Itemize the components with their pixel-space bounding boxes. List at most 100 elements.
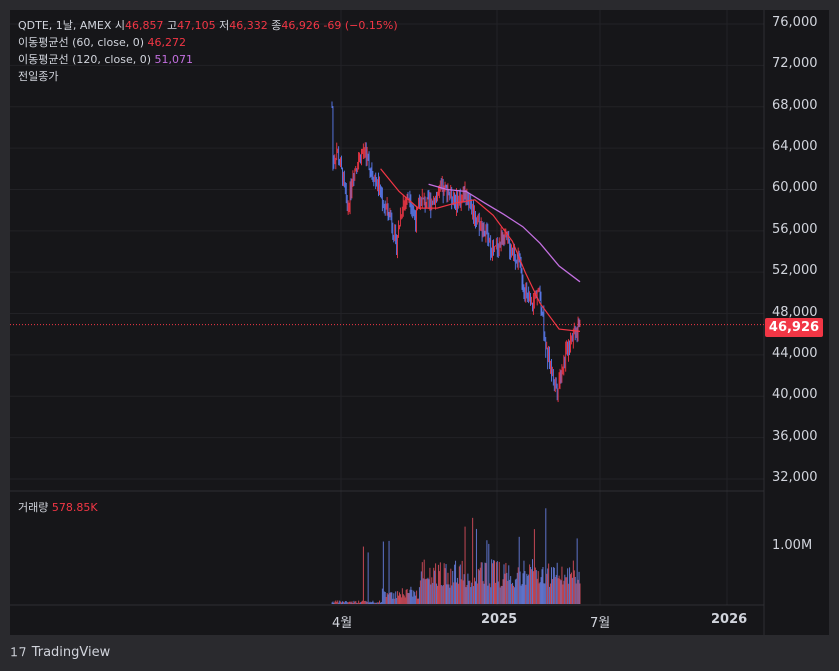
volume-bar xyxy=(552,567,554,604)
open-value: 46,857 xyxy=(125,19,164,32)
candle-series xyxy=(331,101,581,403)
volume-bar xyxy=(399,594,401,604)
y-tick: 56,000 xyxy=(772,221,818,237)
tradingview-logo[interactable]: 𝟷𝟽 TradingView xyxy=(10,645,110,660)
chart-frame xyxy=(10,10,829,635)
volume-bar xyxy=(570,574,571,604)
volume-bar xyxy=(463,574,465,604)
volume-bar xyxy=(498,561,500,604)
volume-bar xyxy=(454,564,456,604)
volume-bar xyxy=(539,582,541,604)
volume-bar xyxy=(368,602,370,604)
volume-bar xyxy=(374,602,376,604)
grid-lines xyxy=(10,10,764,605)
prev-close-legend[interactable]: 전일종가 xyxy=(18,69,58,85)
volume-bar xyxy=(481,562,483,604)
volume-bar xyxy=(548,563,550,604)
volume-bar xyxy=(410,586,412,604)
volume-bar xyxy=(436,583,438,604)
volume-bar xyxy=(466,585,468,604)
volume-bar xyxy=(418,587,420,604)
volume-bar xyxy=(488,543,490,604)
volume-bar xyxy=(505,562,507,604)
volume-bar xyxy=(516,572,518,604)
volume-bar xyxy=(459,564,461,604)
volume-bar xyxy=(383,591,385,604)
y-tick: 40,000 xyxy=(772,387,818,403)
volume-bar xyxy=(482,581,484,604)
volume-bar xyxy=(511,583,513,604)
volume-bar xyxy=(528,574,530,604)
volume-bar xyxy=(447,572,449,604)
volume-bar xyxy=(452,570,454,604)
volume-bar xyxy=(495,562,497,604)
volume-bar xyxy=(442,585,444,604)
volume-bar xyxy=(456,577,458,604)
volume-bar xyxy=(484,562,486,604)
volume-bar xyxy=(535,570,537,604)
volume-bar xyxy=(564,574,566,604)
volume-bar xyxy=(399,592,400,604)
x-tick-apr: 4월 xyxy=(332,616,353,631)
ma60-legend[interactable]: 이동평균선 (60, close, 0) 46,272 xyxy=(18,35,186,51)
volume-bar xyxy=(567,568,569,604)
symbol-legend: QDTE, 1날, AMEX 시46,857 고47,105 저46,332 종… xyxy=(18,18,398,34)
y-tick: 32,000 xyxy=(772,470,818,485)
volume-bar xyxy=(342,601,344,604)
volume-bar xyxy=(400,597,402,604)
volume-bar xyxy=(439,562,441,604)
volume-bar xyxy=(398,595,400,604)
prev-close-label: 전일종가 xyxy=(18,70,59,83)
volume-bar xyxy=(500,585,502,604)
volume-value: 578.85K xyxy=(51,501,98,514)
volume-bar xyxy=(464,526,466,604)
volume-bar xyxy=(450,568,452,604)
volume-bar xyxy=(551,579,553,604)
volume-bar xyxy=(388,540,390,604)
y-tick: 36,000 xyxy=(772,428,818,444)
x-tick-jul: 7월 xyxy=(590,616,611,631)
ma120-legend[interactable]: 이동평균선 (120, close, 0) 51,071 xyxy=(18,52,193,68)
volume-bar xyxy=(574,576,576,604)
volume-bar xyxy=(510,576,512,604)
volume-bar xyxy=(373,602,375,604)
volume-bar xyxy=(404,597,406,604)
volume-bar xyxy=(562,584,564,604)
volume-bar xyxy=(559,578,561,604)
volume-bar xyxy=(451,585,453,604)
volume-bar xyxy=(405,589,407,604)
volume-bar xyxy=(445,564,447,604)
volume-bar xyxy=(372,600,374,604)
volume-bar xyxy=(353,600,355,604)
volume-bar xyxy=(467,573,469,604)
volume-bar xyxy=(364,600,366,604)
y-tick: 76,000 xyxy=(772,15,818,30)
high-label: 고 xyxy=(167,19,178,32)
volume-bar xyxy=(514,579,516,604)
volume-bar xyxy=(434,570,436,604)
volume-legend[interactable]: 거래량 578.85K xyxy=(18,500,98,516)
volume-bar xyxy=(493,560,495,604)
volume-bar xyxy=(502,579,504,604)
volume-bar xyxy=(437,564,439,604)
volume-bar xyxy=(429,567,431,604)
volume-bar xyxy=(437,585,438,604)
volume-bar xyxy=(473,586,475,604)
volume-bar xyxy=(361,601,362,604)
ma120-value: 51,071 xyxy=(154,53,194,66)
volume-bar xyxy=(407,592,409,604)
volume-bar xyxy=(380,602,382,604)
volume-bar xyxy=(356,602,358,604)
volume-bar xyxy=(385,596,387,604)
volume-bar xyxy=(449,587,451,604)
volume-bar xyxy=(375,602,377,604)
volume-bar xyxy=(421,562,423,604)
volume-bar xyxy=(396,598,398,604)
volume-bar xyxy=(517,567,519,604)
volume-bar xyxy=(489,583,491,604)
volume-bar xyxy=(543,583,545,604)
high-value: 47,105 xyxy=(177,19,216,32)
ma60-line xyxy=(380,168,581,332)
volume-bar xyxy=(424,579,426,604)
